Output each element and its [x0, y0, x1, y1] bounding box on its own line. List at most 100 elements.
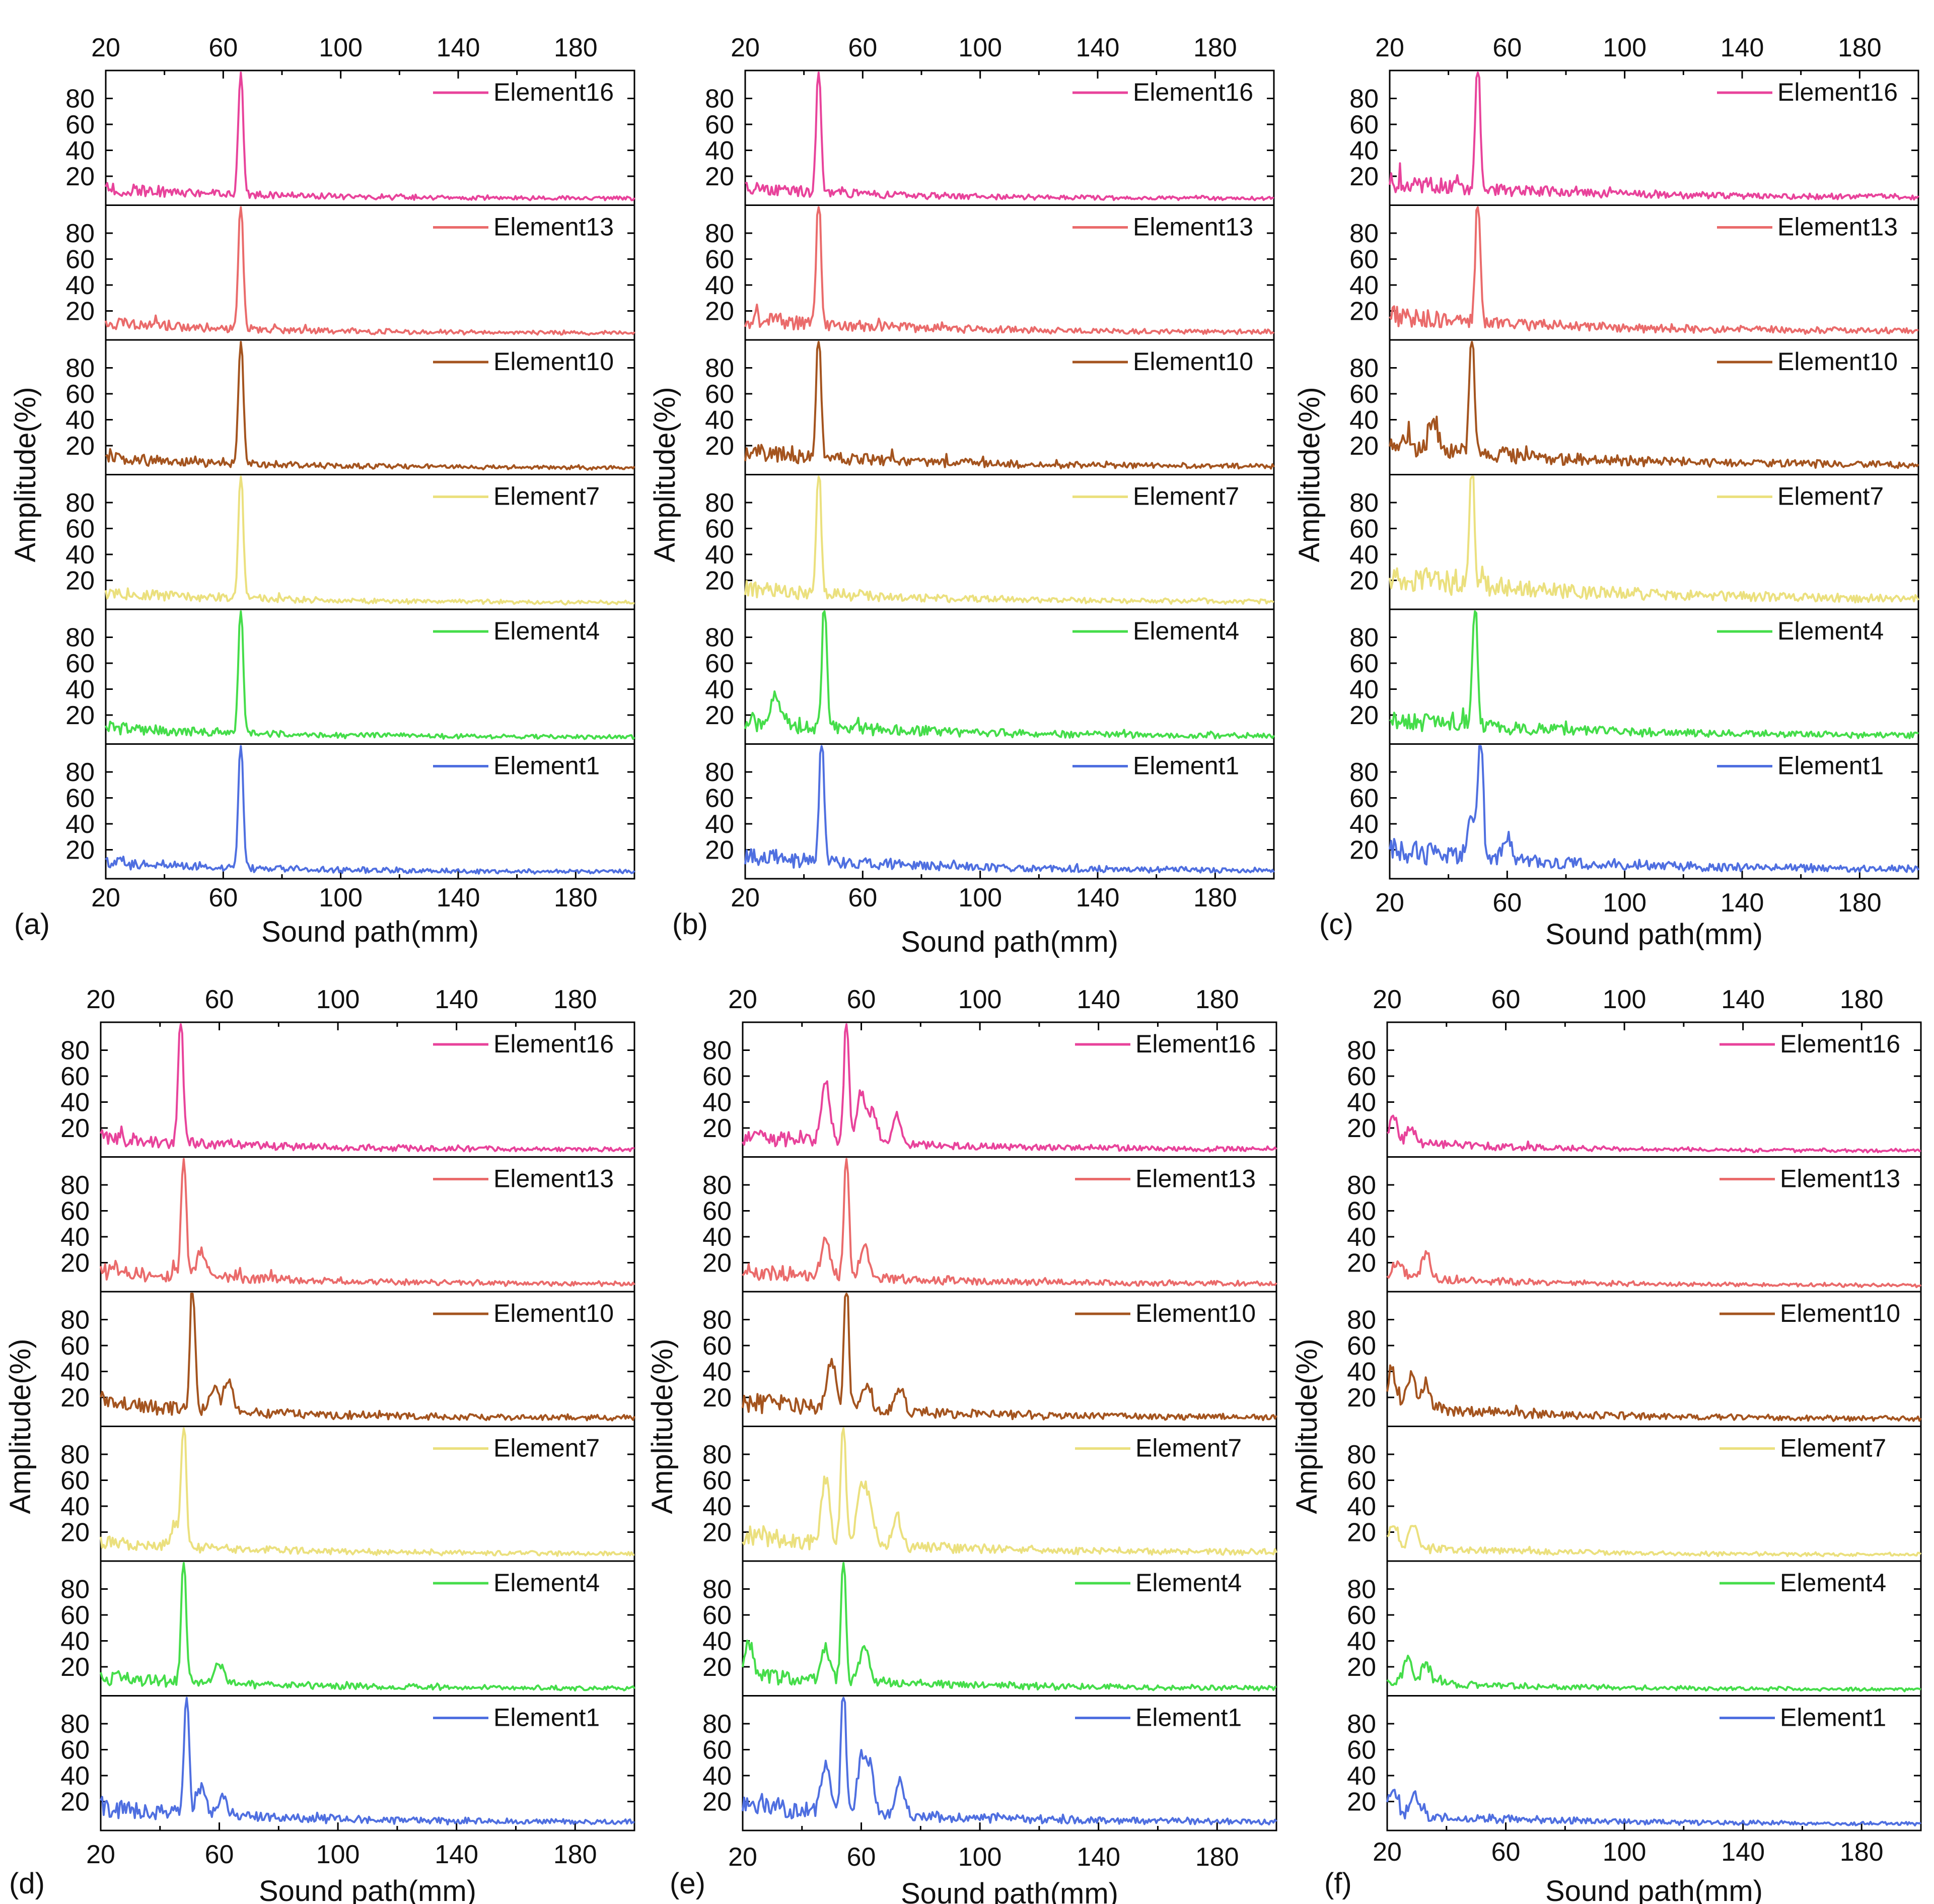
y-tick-label: 60	[705, 110, 734, 139]
y-tick-label: 20	[65, 297, 95, 326]
series-line-element16	[100, 1023, 635, 1153]
legend-label: Element13	[1133, 213, 1253, 241]
y-tick-label: 20	[1347, 1114, 1376, 1143]
legend-label: Element7	[1777, 482, 1884, 511]
y-tick-label: 20	[1349, 297, 1379, 326]
panel-letter: (a)	[14, 908, 50, 941]
legend-label: Element4	[1777, 617, 1884, 645]
y-tick-label: 60	[702, 1466, 732, 1496]
series-line-element16	[1389, 72, 1919, 201]
x-axis-title: Sound path(mm)	[1545, 1875, 1763, 1904]
y-tick-label: 40	[60, 1761, 90, 1791]
panel-letter: (d)	[9, 1867, 45, 1900]
y-tick-label: 20	[65, 567, 95, 596]
x-tick-label-top: 60	[205, 985, 234, 1014]
y-tick-label: 60	[1349, 245, 1379, 274]
y-tick-label: 20	[60, 1249, 90, 1278]
x-axis-title: Sound path(mm)	[901, 926, 1118, 958]
y-tick-label: 80	[65, 219, 95, 248]
y-tick-label: 60	[65, 380, 95, 409]
y-tick-label: 20	[60, 1518, 90, 1547]
panel-letter: (f)	[1324, 1867, 1352, 1900]
y-tick-label: 60	[60, 1466, 90, 1496]
y-tick-label: 80	[705, 488, 734, 518]
x-tick-label-top: 100	[319, 33, 363, 62]
panel-2: 20 20 60 60 100 100 140 140 180 180 Sound path(mm)…	[649, 33, 1275, 958]
y-tick-label: 40	[60, 1358, 90, 1387]
y-tick-label: 20	[1347, 1383, 1376, 1413]
y-tick-label: 20	[1347, 1788, 1376, 1817]
legend-label: Element1	[493, 1704, 600, 1732]
y-tick-label: 80	[60, 1306, 90, 1335]
y-tick-label: 80	[705, 85, 734, 114]
x-tick-label-top: 140	[435, 985, 478, 1014]
legend-label: Element10	[493, 347, 614, 376]
legend-label: Element16	[1777, 78, 1898, 106]
series-line-element13	[105, 206, 635, 336]
x-tick-label-bottom: 140	[1721, 1838, 1765, 1867]
y-tick-label: 80	[1349, 85, 1379, 114]
y-tick-label: 20	[1347, 1518, 1376, 1547]
y-tick-label: 80	[1349, 623, 1379, 653]
series-line-element4	[105, 610, 635, 740]
y-tick-label: 60	[65, 515, 95, 544]
y-tick-label: 80	[705, 758, 734, 787]
y-tick-label: 40	[60, 1627, 90, 1656]
series-line-element16	[105, 72, 635, 201]
y-tick-label: 60	[705, 515, 734, 544]
y-tick-label: 60	[65, 784, 95, 813]
panel-letter: (e)	[670, 1867, 705, 1900]
y-tick-label: 20	[1347, 1249, 1376, 1278]
y-tick-label: 40	[705, 540, 734, 570]
y-tick-label: 20	[60, 1114, 90, 1143]
y-tick-label: 40	[702, 1358, 732, 1387]
series-line-element1	[744, 745, 1275, 874]
y-tick-label: 20	[702, 1249, 732, 1278]
y-tick-label: 80	[705, 354, 734, 383]
legend-label: Element16	[493, 78, 614, 106]
x-tick-label-bottom: 180	[1193, 883, 1237, 912]
y-tick-label: 60	[65, 245, 95, 274]
series-line-element4	[1386, 1654, 1921, 1693]
x-tick-label-top: 180	[1838, 33, 1882, 62]
series-line-element16	[745, 72, 1274, 201]
x-tick-label-bottom: 100	[319, 883, 363, 912]
y-tick-label: 40	[702, 1088, 732, 1117]
y-tick-label: 40	[1349, 675, 1379, 704]
y-tick-label: 60	[65, 110, 95, 139]
y-tick-label: 40	[1349, 136, 1379, 166]
y-tick-label: 40	[65, 271, 95, 300]
series-line-element13	[1386, 1250, 1922, 1288]
x-tick-label-top: 180	[1193, 33, 1237, 62]
y-tick-label: 40	[1347, 1627, 1376, 1656]
x-tick-label-top: 180	[554, 33, 598, 62]
x-tick-label-top: 60	[848, 33, 877, 62]
legend-label: Element4	[1135, 1569, 1242, 1597]
y-tick-label: 80	[1347, 1710, 1376, 1739]
y-tick-label: 40	[702, 1761, 732, 1791]
y-tick-label: 80	[1349, 354, 1379, 383]
x-tick-label-top: 140	[437, 33, 480, 62]
y-tick-label: 60	[702, 1331, 732, 1361]
y-tick-label: 40	[60, 1492, 90, 1521]
legend-label: Element4	[1133, 617, 1239, 645]
x-tick-label-top: 100	[958, 985, 1002, 1014]
legend-label: Element10	[493, 1299, 614, 1327]
y-tick-label: 60	[1349, 649, 1379, 678]
y-tick-label: 80	[60, 1036, 90, 1066]
panel-5: 20 20 60 60 100 100 140 140 180 180 Sound path(mm)…	[646, 985, 1277, 1904]
y-tick-label: 60	[702, 1601, 732, 1630]
y-tick-label: 80	[702, 1306, 732, 1335]
y-tick-label: 60	[1347, 1331, 1376, 1361]
x-tick-label-top: 180	[1840, 985, 1884, 1014]
y-axis-title: Amplitude(%)	[9, 387, 42, 562]
legend-label: Element16	[1135, 1030, 1256, 1058]
x-tick-label-bottom: 60	[208, 883, 238, 912]
legend-label: Element10	[1777, 347, 1898, 376]
series-line-element16	[1387, 1114, 1921, 1154]
x-tick-label-top: 20	[1375, 33, 1404, 62]
series-line-element13	[1389, 206, 1919, 335]
y-tick-label: 80	[702, 1575, 732, 1604]
series-line-element4	[1389, 610, 1919, 739]
x-tick-label-top: 180	[553, 985, 597, 1014]
